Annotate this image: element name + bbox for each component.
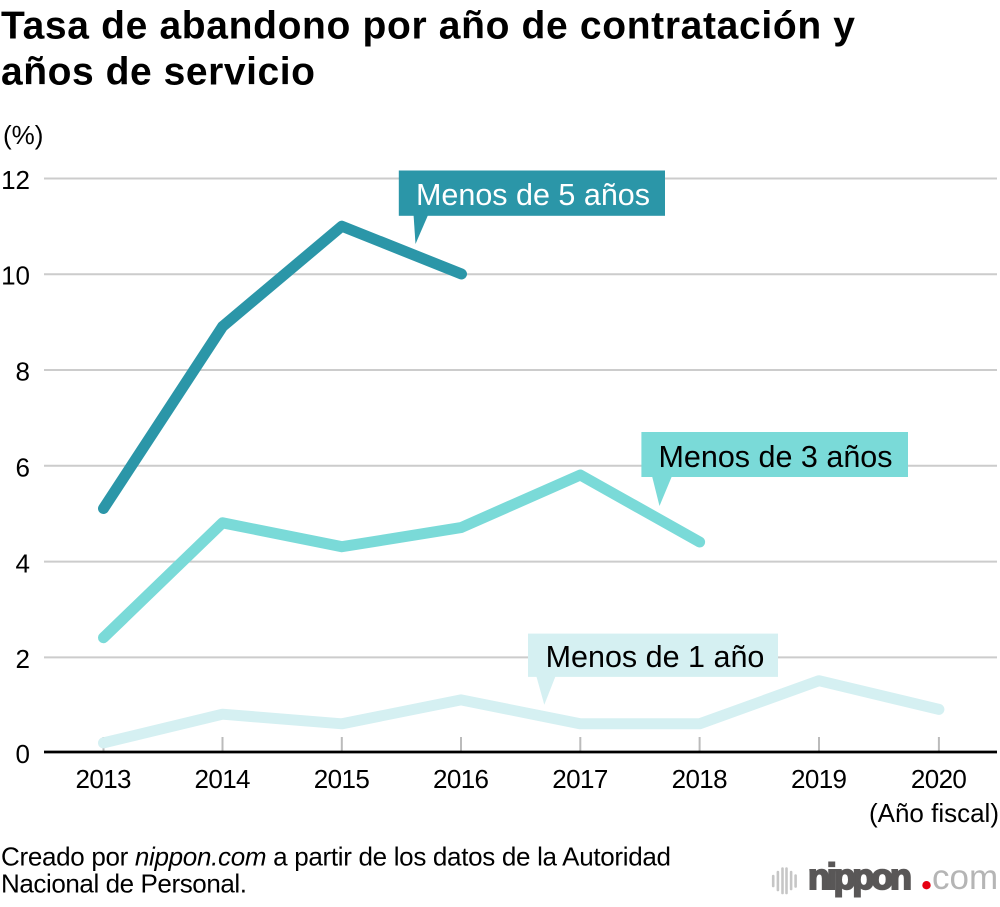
svg-text:nippon: nippon (808, 856, 912, 897)
svg-text:12: 12 (1, 165, 30, 195)
svg-text:(Año fiscal): (Año fiscal) (869, 798, 999, 828)
svg-text:com: com (932, 858, 998, 897)
svg-text:0: 0 (16, 739, 30, 769)
svg-text:Nacional de Personal.: Nacional de Personal. (1, 869, 247, 899)
svg-text:Menos de 5 años: Menos de 5 años (416, 178, 650, 212)
svg-text:4: 4 (16, 549, 30, 579)
svg-text:años de servicio: años de servicio (1, 51, 315, 94)
svg-text:2015: 2015 (314, 764, 370, 794)
svg-text:2016: 2016 (433, 764, 489, 794)
svg-text:Creado por nippon.com a partir: Creado por nippon.com a partir de los da… (1, 842, 671, 872)
svg-text:Menos de 3 años: Menos de 3 años (659, 440, 893, 474)
svg-text:2018: 2018 (672, 764, 728, 794)
svg-text:2014: 2014 (195, 764, 251, 794)
svg-text:2017: 2017 (552, 764, 608, 794)
svg-text:2019: 2019 (791, 764, 847, 794)
svg-text:10: 10 (1, 261, 30, 291)
svg-text:2020: 2020 (911, 764, 967, 794)
svg-text:(%): (%) (3, 120, 43, 150)
svg-text:2013: 2013 (76, 764, 132, 794)
svg-text:2: 2 (16, 644, 30, 674)
svg-text:8: 8 (16, 357, 30, 387)
svg-text:6: 6 (16, 453, 30, 483)
svg-text:Tasa de abandono por año de co: Tasa de abandono por año de contratación… (1, 5, 855, 48)
svg-text:Menos de 1 año: Menos de 1 año (546, 640, 765, 674)
